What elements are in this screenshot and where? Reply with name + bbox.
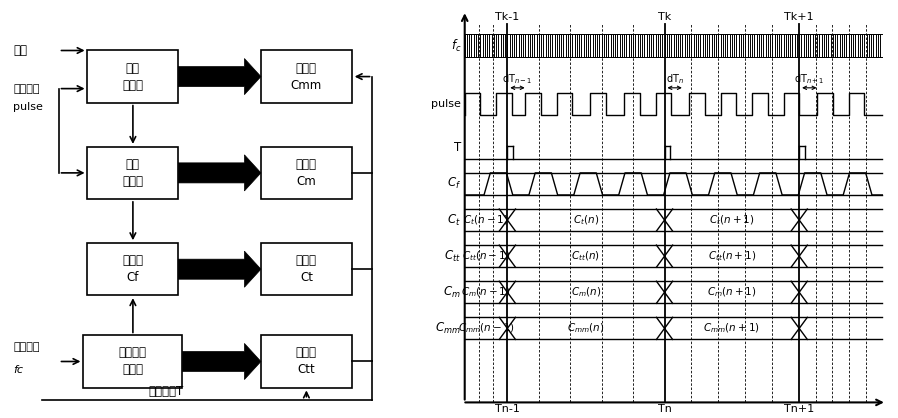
Text: 锁存器
Ct: 锁存器 Ct [296, 254, 317, 284]
Bar [87, 51, 179, 103]
Text: Tn-1: Tn-1 [495, 405, 520, 414]
Text: dT$_n$: dT$_n$ [665, 72, 683, 86]
Bar [87, 147, 179, 199]
Polygon shape [179, 59, 261, 94]
Text: 锁存器
Cf: 锁存器 Cf [122, 254, 144, 284]
Text: $C_m(n+1)$: $C_m(n+1)$ [707, 285, 757, 299]
Text: dT$_{n-1}$: dT$_{n-1}$ [502, 72, 533, 86]
Polygon shape [179, 155, 261, 191]
Text: Tk: Tk [658, 13, 671, 23]
Text: 高频脉冲
计数器: 高频脉冲 计数器 [119, 347, 147, 377]
Text: 锁存器
Cmm: 锁存器 Cmm [291, 61, 322, 92]
Text: pulse: pulse [431, 99, 462, 109]
Text: 速度
计数器: 速度 计数器 [122, 158, 144, 188]
Text: $C_{tt}$: $C_{tt}$ [445, 249, 462, 264]
Text: pulse: pulse [13, 102, 43, 112]
Text: dT$_{n+1}$: dT$_{n+1}$ [794, 72, 824, 86]
Text: $C_t(n-1)$: $C_t(n-1)$ [463, 213, 509, 227]
Polygon shape [182, 344, 261, 380]
Text: 位置
计数器: 位置 计数器 [122, 61, 144, 92]
Bar [261, 243, 352, 295]
Text: fc: fc [13, 364, 23, 375]
Text: Tn+1: Tn+1 [784, 405, 814, 414]
Text: $C_{mm}(n+1)$: $C_{mm}(n+1)$ [703, 321, 761, 335]
Bar [261, 147, 352, 199]
Text: Tk-1: Tk-1 [495, 13, 520, 23]
Text: $C_{tt}(n)$: $C_{tt}(n)$ [571, 250, 601, 263]
Text: $C_f$: $C_f$ [447, 176, 462, 191]
Text: $C_m$: $C_m$ [444, 285, 462, 300]
Text: $C_{mm}$: $C_{mm}$ [436, 321, 462, 336]
Text: 锁存器
Cm: 锁存器 Cm [296, 158, 317, 188]
Text: $C_t(n)$: $C_t(n)$ [573, 213, 599, 227]
Text: $C_{mm}(n-1)$: $C_{mm}(n-1)$ [458, 321, 515, 335]
Text: $C_{mm}(n)$: $C_{mm}(n)$ [568, 321, 604, 335]
Text: 转向: 转向 [13, 44, 27, 57]
Text: 采样脉冲T: 采样脉冲T [148, 385, 183, 398]
Text: Tk+1: Tk+1 [785, 13, 814, 23]
Text: $f_c$: $f_c$ [451, 38, 462, 54]
Text: 锁存器
Ctt: 锁存器 Ctt [296, 347, 317, 377]
Text: $C_t(n+1)$: $C_t(n+1)$ [709, 213, 754, 227]
Polygon shape [179, 251, 261, 287]
Bar [261, 51, 352, 103]
Bar [87, 243, 179, 295]
Bar [261, 335, 352, 387]
Text: $C_m(n-1)$: $C_m(n-1)$ [462, 285, 511, 299]
Text: $C_t$: $C_t$ [447, 212, 462, 227]
Text: Tn: Tn [657, 405, 672, 414]
Bar [84, 335, 182, 387]
Text: $C_m(n)$: $C_m(n)$ [571, 285, 601, 299]
Text: 反馈脉冲: 反馈脉冲 [13, 84, 40, 94]
Text: $C_{tt}(n-1)$: $C_{tt}(n-1)$ [462, 250, 510, 263]
Text: T: T [453, 141, 462, 154]
Text: 高频脉冲: 高频脉冲 [13, 342, 40, 352]
Text: $C_{tt}(n+1)$: $C_{tt}(n+1)$ [708, 250, 756, 263]
